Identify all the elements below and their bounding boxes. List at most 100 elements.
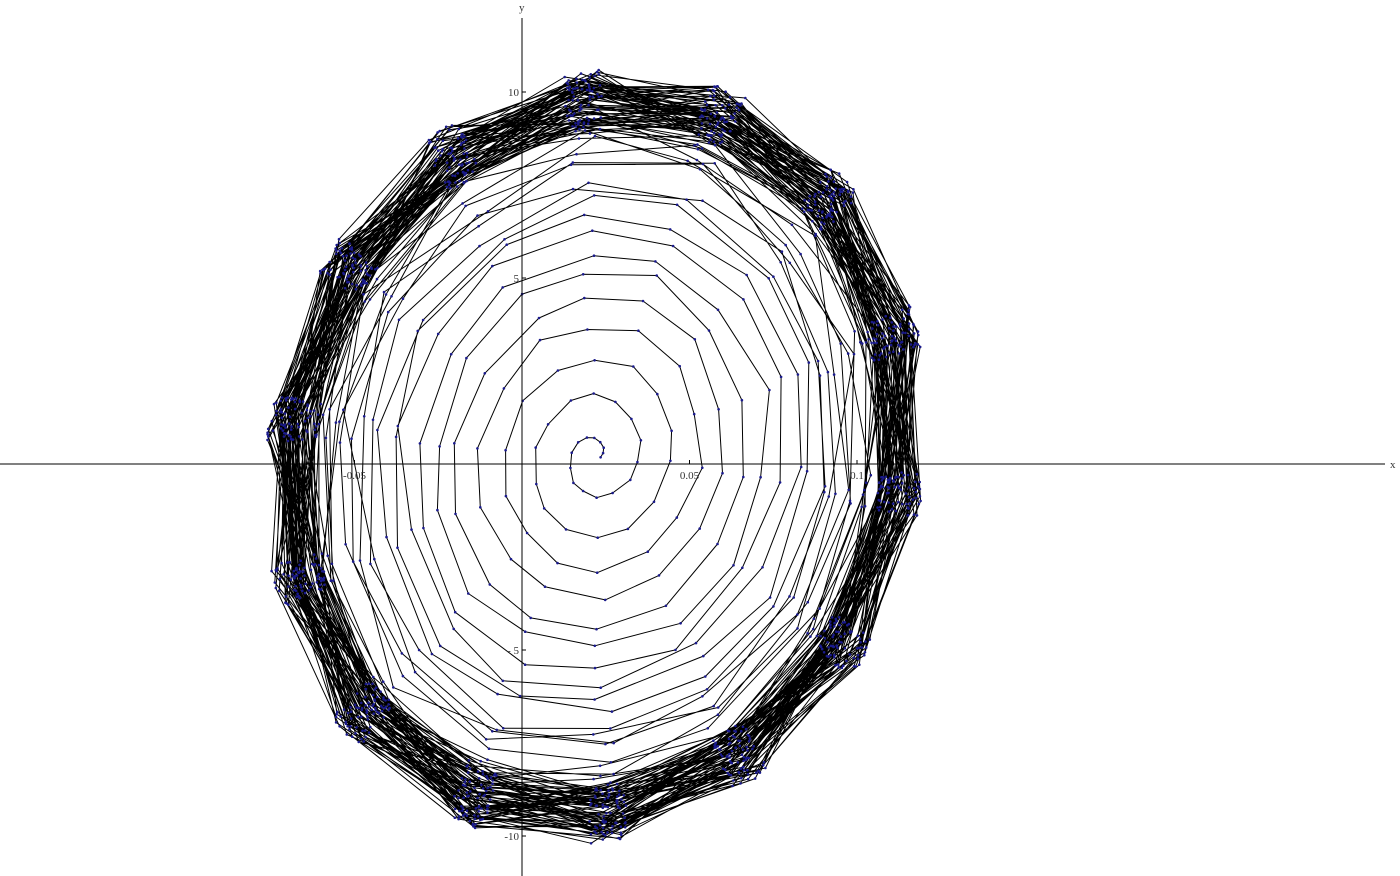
trajectory-point: [701, 162, 705, 166]
trajectory-point: [379, 690, 382, 693]
trajectory-point: [671, 244, 675, 248]
trajectory-point: [465, 162, 468, 165]
trajectory-point: [882, 500, 886, 504]
trajectory-point: [373, 698, 376, 701]
trajectory-point: [737, 103, 741, 106]
trajectory-point: [601, 803, 604, 806]
trajectory-point: [605, 812, 608, 815]
trajectory-point: [724, 768, 727, 772]
trajectory-point: [357, 740, 361, 744]
trajectory-point: [304, 582, 307, 586]
trajectory-point: [292, 569, 296, 573]
trajectory-point: [566, 86, 569, 90]
trajectory-point: [323, 583, 326, 587]
trajectory-point: [354, 732, 357, 735]
trajectory-point: [322, 570, 326, 573]
trajectory-point: [851, 191, 855, 194]
trajectory-point: [356, 715, 360, 719]
trajectory-point: [588, 76, 591, 79]
trajectory-point: [488, 798, 492, 801]
trajectory-point: [485, 804, 489, 808]
trajectory-point: [574, 129, 577, 133]
trajectory-point: [843, 647, 847, 650]
trajectory-point: [342, 708, 346, 711]
trajectory-point: [287, 422, 291, 425]
trajectory-point: [721, 471, 724, 475]
trajectory-point: [739, 782, 742, 785]
trajectory-point: [330, 562, 334, 566]
trajectory-point: [725, 120, 728, 123]
trajectory-point: [829, 168, 832, 172]
trajectory-point: [322, 268, 325, 271]
trajectory-point: [623, 826, 627, 829]
trajectory-point: [461, 202, 464, 205]
trajectory-point: [751, 747, 754, 751]
trajectory-point: [366, 718, 370, 721]
trajectory-point: [741, 748, 745, 751]
trajectory-point: [466, 168, 470, 172]
trajectory-point: [458, 179, 461, 183]
trajectory-point: [788, 595, 791, 598]
trajectory-point: [413, 670, 417, 674]
trajectory-point: [525, 531, 529, 535]
trajectory-point: [352, 266, 356, 270]
trajectory-point: [436, 508, 439, 512]
trajectory-point: [401, 674, 405, 678]
trajectory-point: [595, 70, 599, 74]
trajectory-point: [601, 806, 605, 810]
trajectory-point: [843, 632, 846, 635]
trajectory-point: [847, 488, 850, 492]
trajectory-point: [835, 210, 838, 214]
trajectory-point: [588, 89, 591, 92]
trajectory-point: [384, 293, 388, 296]
trajectory-point: [609, 727, 612, 730]
trajectory-point: [892, 479, 895, 482]
trajectory-point: [303, 574, 306, 577]
trajectory-point: [380, 709, 384, 713]
trajectory-point: [592, 194, 596, 197]
trajectory-point: [464, 778, 467, 781]
trajectory-point: [460, 135, 463, 139]
trajectory-point: [352, 270, 355, 274]
trajectory-point: [583, 79, 587, 82]
trajectory-point: [831, 198, 835, 202]
trajectory-point: [609, 761, 613, 764]
trajectory-point: [465, 179, 468, 183]
trajectory-point: [657, 574, 661, 577]
trajectory-point: [917, 333, 920, 337]
trajectory-point: [580, 87, 584, 91]
trajectory-point: [538, 338, 542, 342]
trajectory-point: [436, 332, 440, 336]
trajectory-point: [271, 429, 275, 432]
trajectory-point: [742, 756, 746, 759]
trajectory-point: [702, 654, 705, 658]
trajectory-point: [569, 163, 573, 167]
trajectory-point: [745, 273, 748, 277]
trajectory-point: [537, 316, 541, 320]
trajectory-point: [573, 112, 576, 115]
trajectory-point: [434, 146, 437, 149]
trajectory-point: [733, 112, 736, 115]
trajectory-point: [593, 74, 596, 78]
trajectory-point: [329, 579, 333, 582]
trajectory-point: [837, 172, 841, 175]
trajectory-point: [904, 331, 907, 335]
trajectory-point: [700, 122, 704, 125]
trajectory-point: [891, 339, 894, 342]
trajectory-point: [646, 550, 650, 553]
trajectory-point: [706, 88, 710, 92]
trajectory-point: [701, 695, 704, 698]
trajectory-point: [362, 415, 366, 418]
trajectory-point: [736, 761, 740, 764]
trajectory-point: [349, 706, 352, 709]
trajectory-point: [907, 304, 911, 307]
trajectory-point: [919, 499, 922, 503]
trajectory-point: [294, 584, 297, 588]
trajectory-point: [604, 742, 607, 746]
trajectory-point: [321, 413, 325, 417]
trajectory-point: [888, 351, 891, 355]
trajectory-point: [476, 214, 479, 217]
trajectory-point: [459, 143, 463, 147]
trajectory-point: [742, 298, 745, 301]
trajectory-point: [730, 749, 734, 753]
